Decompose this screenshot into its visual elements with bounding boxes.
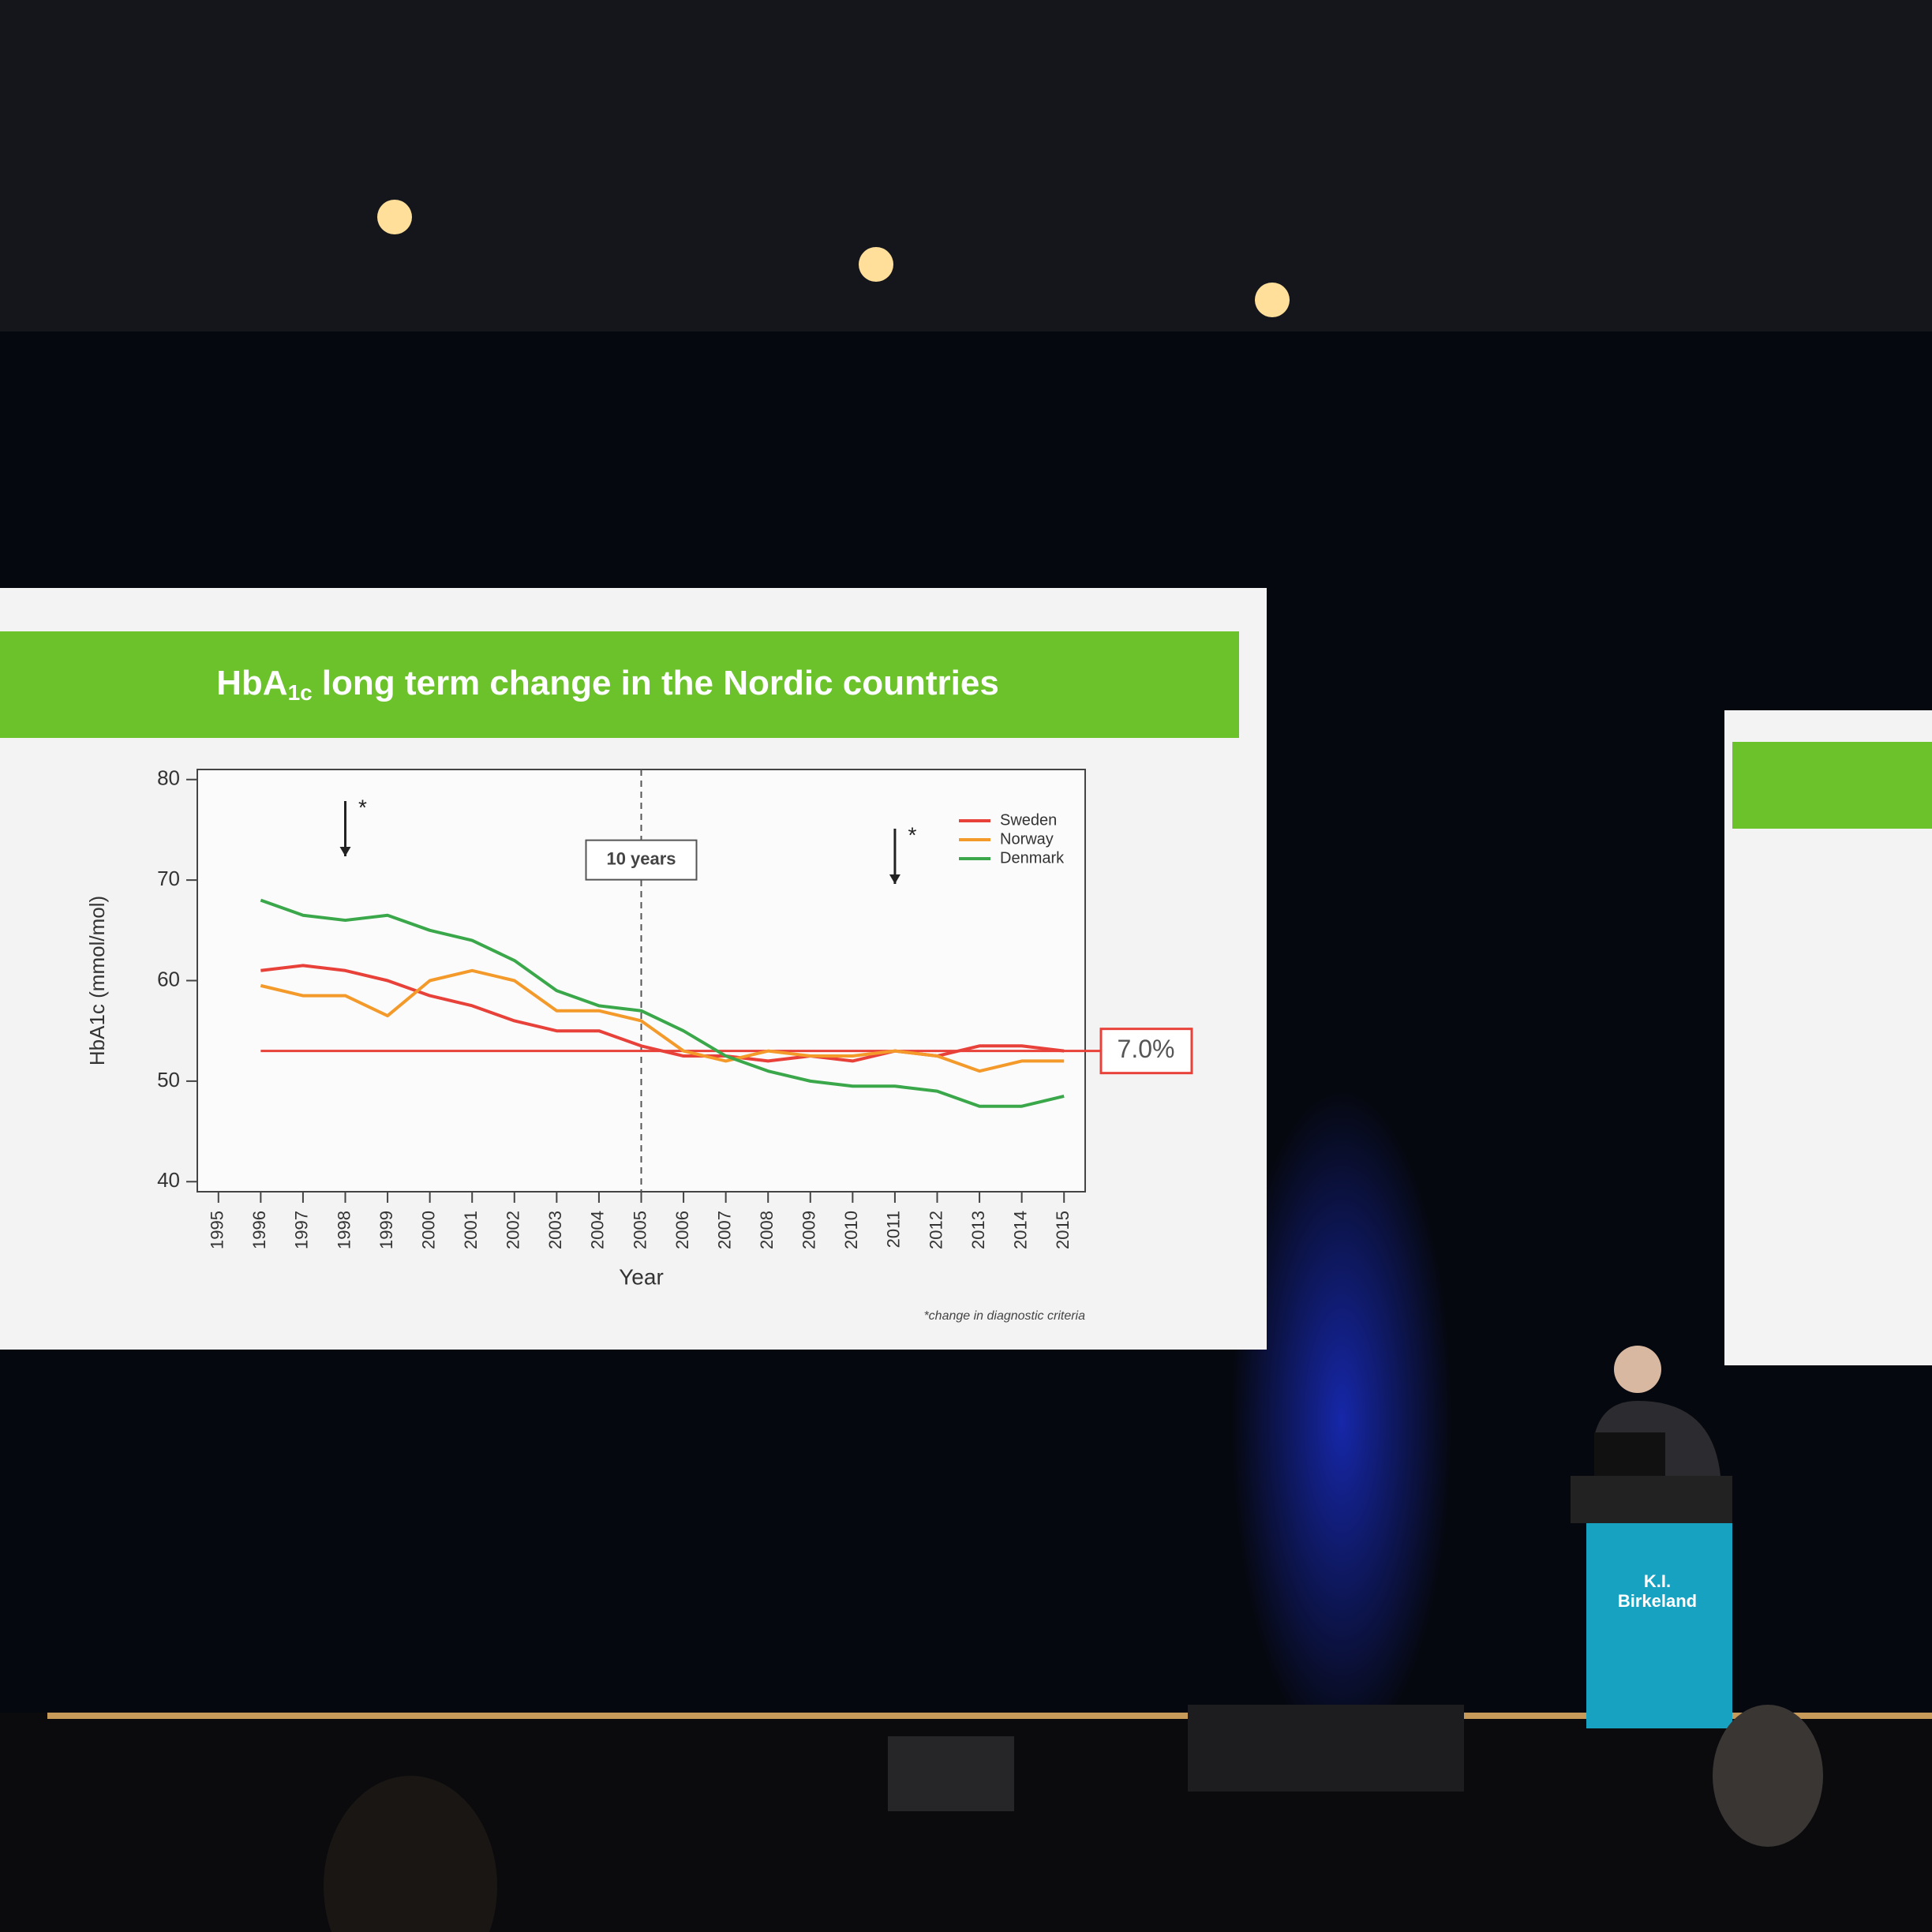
podium (1586, 1523, 1732, 1728)
monitor (1188, 1705, 1464, 1792)
x-tick-label: 2010 (841, 1211, 861, 1249)
x-tick-label: 2000 (418, 1211, 438, 1249)
blue-glow (1231, 1089, 1452, 1752)
x-tick-label: 2013 (968, 1211, 988, 1249)
presenter-head (1614, 1346, 1661, 1393)
y-tick-label: 80 (157, 766, 180, 790)
x-tick-label: 2014 (1010, 1211, 1030, 1249)
footnote: *change in diagnostic criteria (923, 1309, 1085, 1323)
stage-light (859, 247, 893, 282)
legend-label: Denmark (1000, 849, 1065, 867)
y-axis-label: HbA1c (mmol/mol) (85, 896, 109, 1065)
title-bar (0, 631, 1239, 738)
x-tick-label: 1996 (249, 1211, 269, 1249)
x-tick-label: 1998 (334, 1211, 354, 1249)
stage-edge (47, 1713, 1932, 1719)
x-tick-label: 1997 (292, 1211, 312, 1249)
audience-head (1713, 1705, 1823, 1847)
podium-name: Birkeland (1618, 1591, 1697, 1611)
x-tick-label: 1995 (208, 1211, 227, 1249)
x-tick-label: 2003 (545, 1211, 565, 1249)
vline-label: 10 years (606, 848, 676, 868)
legend-label: Norway (1000, 830, 1054, 848)
y-tick-label: 50 (157, 1068, 180, 1091)
x-tick-label: 2005 (630, 1211, 650, 1249)
x-tick-label: 2006 (672, 1211, 692, 1249)
plot: 40 50 60 70 80 1995 1996 1997 1998 1999 2000 2001 20… (85, 766, 1193, 1323)
title-subscript: 1c (288, 680, 313, 705)
y-tick-label: 60 (157, 967, 180, 990)
reference-box (1099, 1028, 1193, 1075)
arrow-label: * (908, 822, 916, 847)
series-line (260, 898, 1065, 1108)
x-tick-label: 2001 (461, 1211, 481, 1249)
x-tick-label: 2011 (884, 1211, 904, 1248)
series-line (260, 968, 1065, 1073)
slide-title: HbA1c long term change in the Nordic coun… (216, 664, 999, 706)
title-main: HbA (216, 664, 287, 702)
x-tick-label: 2015 (1053, 1211, 1073, 1249)
laptop (1594, 1432, 1665, 1476)
y-tick-label: 70 (157, 867, 180, 890)
reference-label: 7.0% (1118, 1035, 1175, 1063)
x-tick-label: 2008 (757, 1211, 777, 1249)
x-tick-label: 2002 (504, 1211, 523, 1249)
legend-label: Sweden (1000, 811, 1057, 829)
x-tick-label: 2009 (799, 1211, 819, 1249)
stage-light (1255, 283, 1290, 317)
x-tick-label: 2004 (588, 1211, 608, 1249)
x-tick-label: 2012 (926, 1211, 945, 1249)
audience-head (324, 1776, 497, 1932)
podium-top (1571, 1476, 1732, 1523)
x-axis-label: Year (619, 1264, 664, 1289)
arrow-head (889, 874, 900, 884)
second-title-bar (1732, 742, 1932, 829)
title-rest: long term change in the Nordic countries (322, 664, 999, 702)
ceiling (0, 0, 1932, 331)
y-tick-label: 40 (157, 1168, 180, 1192)
speaker (888, 1736, 1014, 1811)
arrow-label: * (358, 795, 367, 819)
arrow-head (339, 847, 351, 856)
x-tick-label: 2007 (714, 1211, 734, 1249)
vline-box (585, 839, 698, 881)
podium-name: K.I. (1644, 1571, 1671, 1591)
stage-light (377, 200, 412, 234)
x-tick-label: 1999 (376, 1211, 396, 1249)
